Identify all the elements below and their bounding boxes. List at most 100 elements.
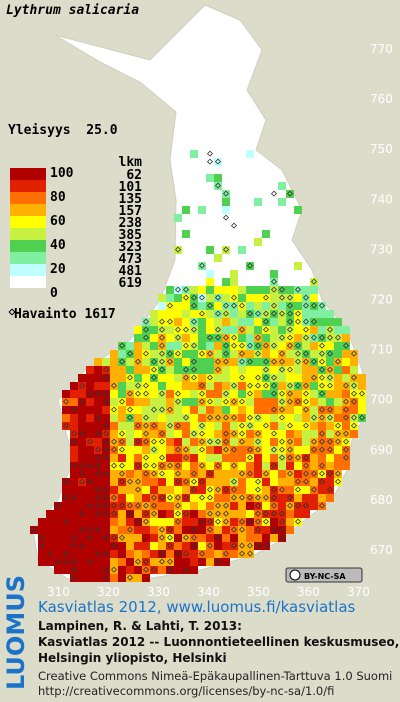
legend-swatch: [10, 276, 46, 288]
grid-cell: [326, 438, 334, 446]
grid-cell: [182, 374, 190, 382]
observation-marker: [182, 534, 190, 541]
legend-count: 323: [119, 240, 142, 255]
observation-marker: [246, 262, 254, 269]
observation-marker: [214, 182, 222, 189]
grid-cell: [118, 486, 126, 494]
grid-cell: [262, 294, 270, 302]
grid-cell: [182, 502, 190, 510]
observation-marker: [206, 486, 214, 493]
observation-marker: [318, 382, 326, 389]
grid-cell: [238, 534, 246, 542]
grid-cell: [246, 390, 254, 398]
observation-marker: [174, 390, 182, 397]
observation-marker: [110, 510, 118, 517]
grid-cell: [70, 446, 78, 454]
grid-cell: [254, 478, 262, 486]
observation-marker: [150, 470, 158, 477]
legend-swatch: [10, 264, 46, 276]
grid-cell: [110, 398, 118, 406]
grid-cell: [318, 438, 326, 446]
grid-cell: [198, 310, 206, 318]
grid-cell: [78, 382, 86, 390]
grid-cell: [342, 350, 350, 358]
observation-marker: [150, 438, 158, 445]
observation-marker: [206, 494, 214, 501]
grid-cell: [254, 438, 262, 446]
grid-cell: [222, 294, 230, 302]
grid-cell: [206, 398, 214, 406]
observation-marker: [94, 430, 102, 437]
grid-cell: [310, 326, 318, 334]
grid-cell: [102, 374, 110, 382]
grid-cell: [110, 470, 118, 478]
grid-cell: [102, 502, 110, 510]
grid-cell: [206, 438, 214, 446]
observation-marker: [198, 518, 206, 525]
grid-cell: [246, 542, 254, 550]
observation-marker: [278, 446, 286, 453]
grid-cell: [286, 366, 294, 374]
grid-cell: [294, 478, 302, 486]
grid-cell: [222, 358, 230, 366]
observation-marker: [206, 518, 214, 525]
observation-marker: [94, 486, 102, 493]
grid-cell: [182, 422, 190, 430]
observation-marker: [30, 526, 38, 533]
observation-marker: [174, 326, 182, 333]
grid-cell: [238, 454, 246, 462]
observation-marker: [214, 502, 222, 509]
grid-cell: [230, 510, 238, 518]
observation-marker: [198, 550, 206, 557]
grid-cell: [222, 446, 230, 454]
grid-cell: [198, 318, 206, 326]
grid-cell: [230, 446, 238, 454]
grid-cell: [190, 558, 198, 566]
grid-cell: [158, 350, 166, 358]
grid-cell: [110, 422, 118, 430]
observation-marker: [254, 350, 262, 357]
grid-cell: [214, 174, 222, 182]
grid-cell: [222, 374, 230, 382]
grid-cell: [238, 486, 246, 494]
grid-cell: [206, 270, 214, 278]
grid-cell: [230, 542, 238, 550]
grid-cell: [230, 406, 238, 414]
observation-marker: [126, 510, 134, 517]
grid-cell: [86, 486, 94, 494]
grid-cell: [126, 550, 134, 558]
grid-cell: [270, 518, 278, 526]
grid-cell: [318, 494, 326, 502]
observation-marker: [78, 470, 86, 477]
grid-cell: [190, 326, 198, 334]
observation-marker: [310, 486, 318, 493]
grid-cell: [38, 534, 46, 542]
grid-cell: [278, 334, 286, 342]
grid-cell: [86, 518, 94, 526]
grid-cell: [110, 414, 118, 422]
observation-marker: [222, 310, 230, 317]
grid-cell: [334, 398, 342, 406]
grid-cell: [246, 510, 254, 518]
grid-cell: [238, 246, 246, 254]
grid-cell: [310, 382, 318, 390]
observation-marker: [302, 382, 310, 389]
observation-marker: [142, 470, 150, 477]
grid-cell: [222, 350, 230, 358]
grid-cell: [70, 486, 78, 494]
grid-cell: [342, 446, 350, 454]
grid-cell: [270, 366, 278, 374]
grid-cell: [222, 502, 230, 510]
grid-cell: [310, 414, 318, 422]
grid-cell: [150, 462, 158, 470]
grid-cell: [302, 350, 310, 358]
grid-cell: [270, 358, 278, 366]
grid-cell: [126, 526, 134, 534]
observation-marker: [86, 438, 94, 445]
grid-cell: [158, 318, 166, 326]
grid-cell: [334, 454, 342, 462]
grid-cell: [238, 406, 246, 414]
grid-cell: [262, 518, 270, 526]
grid-cell: [174, 302, 182, 310]
grid-cell: [158, 382, 166, 390]
